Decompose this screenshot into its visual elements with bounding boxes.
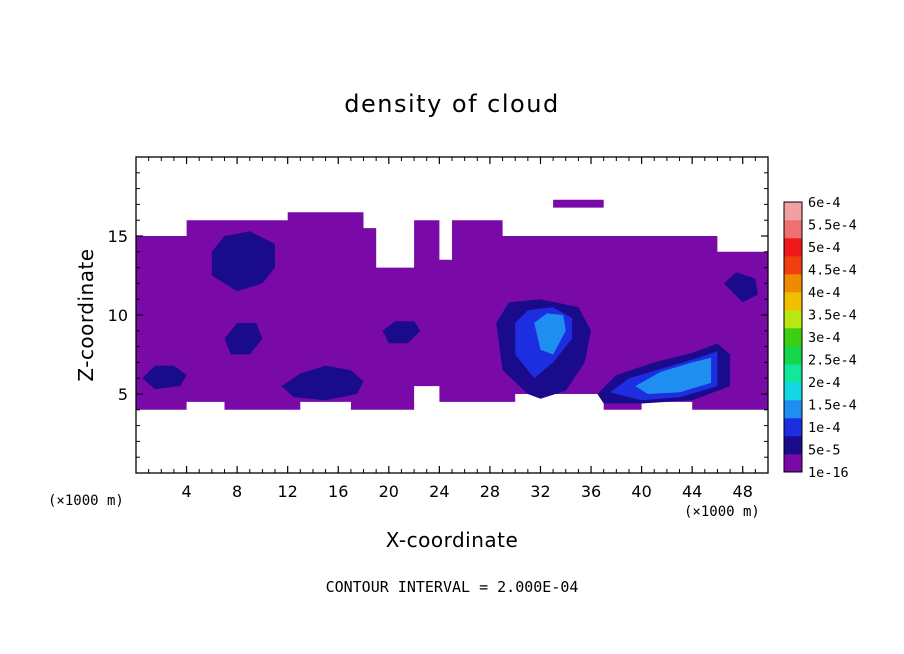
x-tick-label: 36 bbox=[581, 482, 601, 501]
contour-interval-note: CONTOUR INTERVAL = 2.000E-04 bbox=[326, 578, 579, 596]
colorbar-label: 5.5e-4 bbox=[808, 218, 857, 234]
x-tick-label: 32 bbox=[530, 482, 550, 501]
colorbar: 1e-16 5e-5 1e-4 1.5e-4 2e-4 2.5e-4 3e-4 3.5e-4 4… bbox=[783, 195, 857, 481]
colorbar-swatch bbox=[784, 292, 802, 311]
colorbar-swatch bbox=[784, 328, 802, 347]
contour-region-level-0 bbox=[553, 199, 604, 208]
x-tick-label: 12 bbox=[278, 482, 298, 501]
colorbar-label: 1e-4 bbox=[808, 420, 841, 436]
colorbar-label: 5e-4 bbox=[808, 240, 841, 256]
x-axis-ticks: 4 8 12 16 20 24 28 32 36 40 44 48 bbox=[148, 157, 756, 501]
x-tick-label: 16 bbox=[328, 482, 348, 501]
x-tick-label: 28 bbox=[480, 482, 500, 501]
contour-region-level-3 bbox=[534, 313, 566, 355]
x-tick-label: 4 bbox=[181, 482, 191, 501]
contour-region-level-1 bbox=[723, 272, 758, 303]
x-tick-label: 8 bbox=[232, 482, 242, 501]
colorbar-label: 3e-4 bbox=[808, 330, 841, 346]
contour-region-level-0 bbox=[136, 212, 768, 410]
y-tick-label: 15 bbox=[108, 227, 128, 246]
x-tick-label: 24 bbox=[429, 482, 449, 501]
colorbar-label: 4.5e-4 bbox=[808, 263, 857, 279]
contour-region-level-1 bbox=[281, 365, 364, 401]
contour-region-level-3 bbox=[635, 357, 712, 394]
colorbar-label: 3.5e-4 bbox=[808, 308, 857, 324]
colorbar-label: 5e-5 bbox=[808, 443, 841, 459]
y-tick-label: 5 bbox=[118, 385, 128, 404]
colorbar-swatch bbox=[784, 454, 802, 473]
colorbar-swatch bbox=[784, 346, 802, 365]
colorbar-swatch bbox=[784, 310, 802, 329]
colorbar-swatch bbox=[784, 220, 802, 239]
contour-region-level-1 bbox=[142, 365, 187, 390]
y-axis-label: Z-coordinate bbox=[74, 248, 98, 381]
colorbar-swatch bbox=[784, 382, 802, 401]
y-axis-ticks: 5 10 15 bbox=[108, 172, 768, 458]
colorbar-label: 4e-4 bbox=[808, 285, 841, 301]
colorbar-swatch bbox=[784, 202, 802, 221]
y-tick-label: 10 bbox=[108, 306, 128, 325]
x-tick-label: 48 bbox=[733, 482, 753, 501]
colorbar-swatch bbox=[784, 274, 802, 293]
x-unit-label-right: (×1000 m) bbox=[684, 504, 760, 520]
contour-fill-layer bbox=[136, 199, 768, 410]
x-tick-label: 20 bbox=[379, 482, 399, 501]
colorbar-label: 1.5e-4 bbox=[808, 398, 857, 414]
colorbar-frame bbox=[783, 201, 803, 473]
colorbar-swatch bbox=[784, 418, 802, 437]
x-axis-label: X-coordinate bbox=[386, 528, 519, 552]
colorbar-swatch bbox=[784, 400, 802, 419]
colorbar-label: 1e-16 bbox=[808, 465, 849, 481]
colorbar-label: 2.5e-4 bbox=[808, 353, 857, 369]
x-tick-label: 44 bbox=[682, 482, 702, 501]
colorbar-label: 2e-4 bbox=[808, 375, 841, 391]
colorbar-swatch bbox=[784, 238, 802, 257]
colorbar-swatch bbox=[784, 436, 802, 455]
colorbar-swatch bbox=[784, 256, 802, 275]
chart-title: density of cloud bbox=[344, 90, 559, 118]
colorbar-label: 6e-4 bbox=[808, 195, 841, 211]
contour-region-level-1 bbox=[224, 322, 263, 355]
contour-region-level-1 bbox=[211, 231, 275, 292]
contour-region-level-1 bbox=[382, 321, 421, 344]
x-unit-label-left: (×1000 m) bbox=[48, 493, 124, 509]
x-tick-label: 40 bbox=[631, 482, 651, 501]
colorbar-swatch bbox=[784, 364, 802, 383]
